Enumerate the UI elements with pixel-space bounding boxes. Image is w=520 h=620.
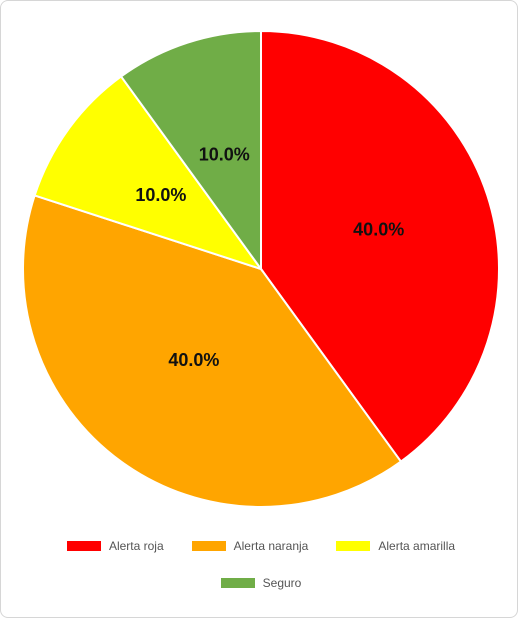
legend-item-alerta-roja[interactable]: Alerta roja: [66, 539, 164, 553]
legend-swatch-alerta-naranja: [191, 541, 226, 551]
slice-label-seguro: 10.0%: [199, 145, 250, 165]
legend-item-seguro[interactable]: Seguro: [220, 576, 302, 590]
legend-row-1: Alerta roja Alerta naranja Alerta amaril…: [1, 539, 520, 553]
legend-label-alerta-naranja: Alerta naranja: [233, 539, 309, 553]
pie-slice-seguro[interactable]: [119, 29, 262, 273]
pie-slice-alerta-roja[interactable]: [260, 29, 500, 463]
legend-swatch-alerta-amarilla: [336, 541, 371, 551]
legend-swatch-seguro: [220, 578, 255, 588]
pie-slice-alerta-naranja[interactable]: [22, 194, 403, 508]
legend-item-alerta-amarilla[interactable]: Alerta amarilla: [336, 539, 455, 553]
pie-slice-alerta-amarilla[interactable]: [33, 75, 264, 271]
legend-label-alerta-roja: Alerta roja: [108, 539, 164, 553]
legend-label-seguro: Seguro: [262, 576, 302, 590]
slice-label-alerta-roja: 40.0%: [353, 220, 404, 240]
slice-label-alerta-amarilla: 10.0%: [135, 185, 186, 205]
legend-item-alerta-naranja[interactable]: Alerta naranja: [191, 539, 309, 553]
pie-chart: 40.0% 40.0% 10.0% 10.0%: [22, 29, 500, 508]
legend-label-alerta-amarilla: Alerta amarilla: [378, 539, 456, 553]
legend-row-2: Seguro: [1, 576, 520, 590]
slice-label-alerta-naranja: 40.0%: [168, 350, 219, 370]
legend-swatch-alerta-roja: [66, 541, 101, 551]
